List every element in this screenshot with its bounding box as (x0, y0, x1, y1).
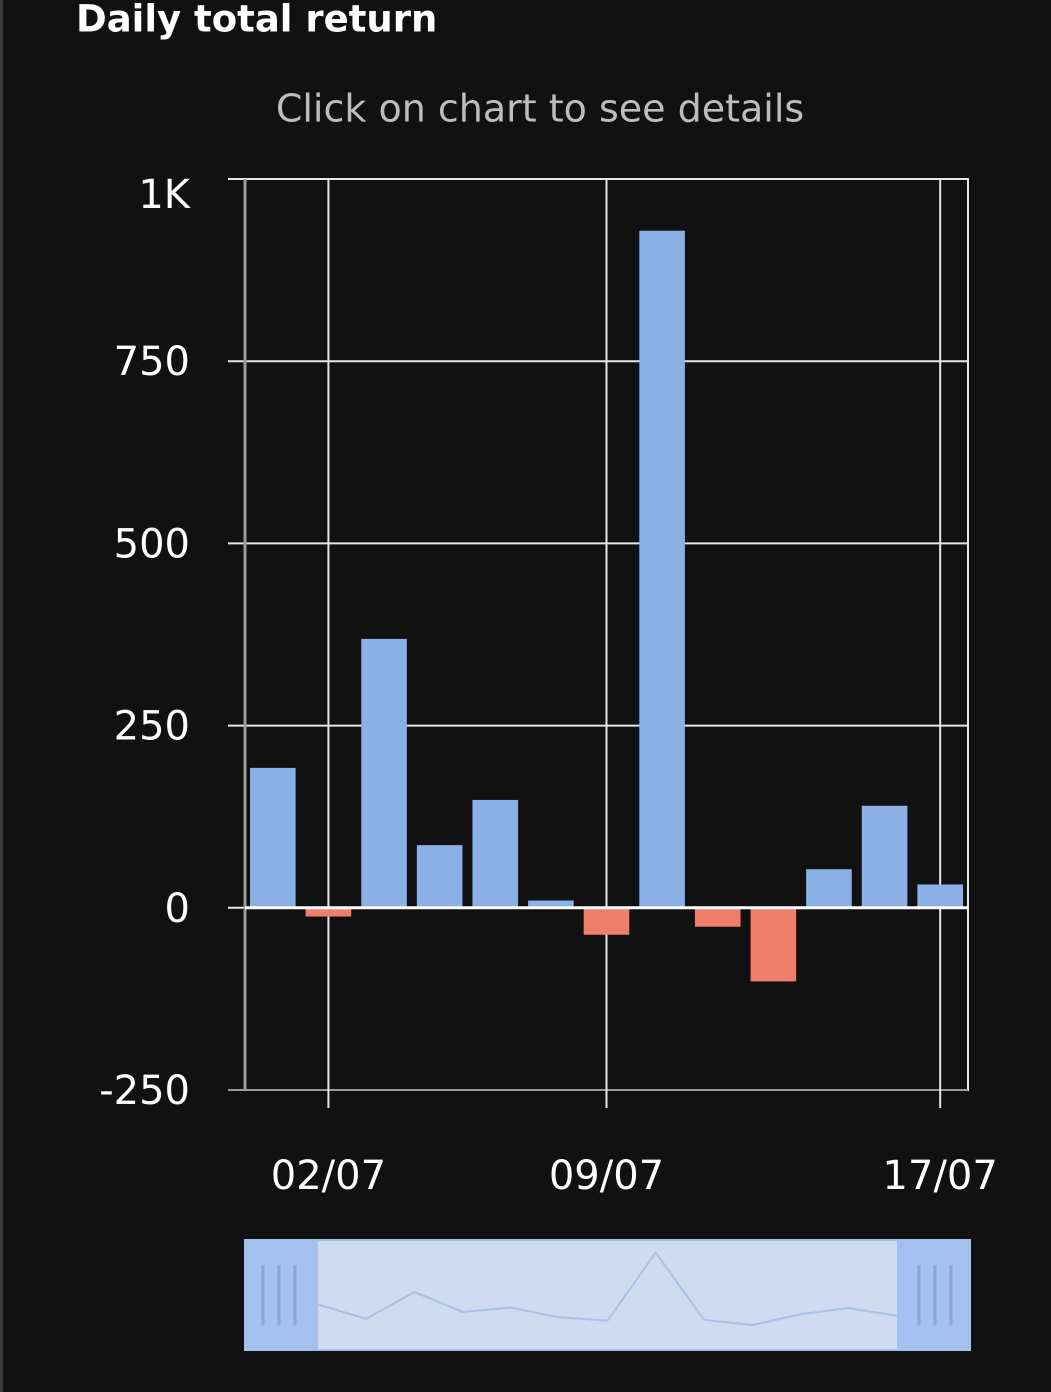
bar (528, 900, 574, 908)
x-tick-label: 17/07 (883, 1153, 998, 1199)
bar (806, 869, 852, 908)
y-tick-label: 500 (114, 521, 190, 567)
y-tick-label: 250 (114, 704, 190, 750)
handle-grip (261, 1265, 953, 1325)
bar (250, 767, 296, 908)
bar (917, 884, 963, 908)
bar (361, 638, 407, 908)
navigator-handle-left[interactable] (245, 1240, 318, 1350)
bar (305, 907, 352, 917)
bar (416, 845, 463, 908)
navigator-window[interactable] (244, 1239, 971, 1351)
x-tick-label: 09/07 (549, 1153, 664, 1199)
navigator[interactable] (244, 1239, 971, 1351)
bar (861, 805, 908, 908)
chart-title: Daily total return (76, 0, 437, 41)
chart-subtitle: Click on chart to see details (276, 87, 804, 131)
navigator-line (317, 1250, 898, 1327)
y-tick-label: -250 (99, 1068, 190, 1114)
y-tick-label: 750 (114, 339, 190, 385)
y-tick-label: 0 (165, 886, 190, 932)
bar (694, 907, 741, 927)
bar (750, 907, 797, 982)
x-tick-label: 02/07 (271, 1153, 386, 1199)
y-tick-label: 1K (138, 172, 191, 218)
bar (472, 799, 519, 908)
bar (639, 230, 685, 908)
left-border (0, 0, 3, 1392)
plot-area: -250 0 250 500 750 1K 02/07 09/07 17/07 (99, 172, 998, 1199)
bar (583, 907, 630, 935)
